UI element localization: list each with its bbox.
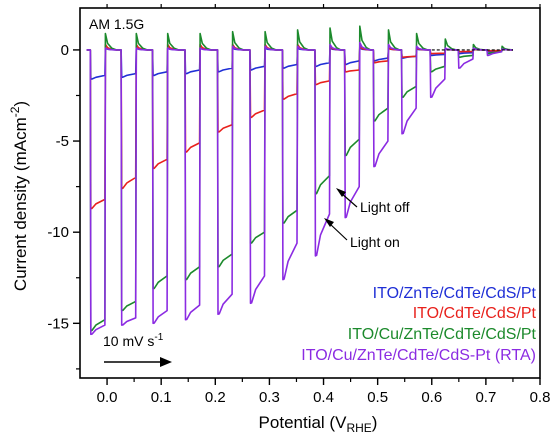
legend-entry-3: ITO/Cu/ZnTe/CdTe/CdS/Pt: [348, 326, 537, 343]
y-tick-label: -10: [47, 224, 69, 241]
light-off-arrow-shaft: [340, 192, 358, 208]
x-tick-label: 0.2: [205, 389, 226, 406]
x-axis-title-close: ): [372, 413, 378, 432]
series-line-1: [86, 47, 513, 80]
series-line-4: [86, 41, 513, 336]
y-axis-title-close: ): [11, 101, 30, 107]
x-tick-label: 0.3: [259, 389, 280, 406]
y-axis-title-superscript: -2: [8, 106, 22, 117]
legend-entry-2: ITO/CdTe/CdS/Pt: [413, 305, 537, 322]
light-off-label: Light off: [360, 199, 410, 215]
light-on-arrow-shaft: [328, 222, 348, 241]
x-tick-label: 0.0: [97, 389, 118, 406]
scan-rate-label: 10 mV s-1: [103, 332, 164, 349]
scan-rate-text: 10 mV s: [103, 333, 154, 349]
y-tick-label: -5: [56, 133, 69, 150]
light-on-label: Light on: [350, 234, 400, 250]
x-tick-label: 0.7: [475, 389, 496, 406]
x-axis-title-subscript: RHE: [346, 421, 371, 435]
axes-layer: [79, 7, 541, 379]
light-off-arrow-head: [336, 188, 346, 197]
y-axis-title-main: Current density (mAcm: [11, 117, 30, 291]
illumination-label: AM 1.5G: [89, 16, 144, 32]
x-tick-label: 0.6: [421, 389, 442, 406]
y-tick-label: 0: [61, 42, 69, 59]
y-axis-title: Current density (mAcm-2): [8, 101, 30, 291]
x-tick-label: 0.4: [313, 389, 334, 406]
light-on-arrow-head: [324, 218, 334, 227]
x-tick-label: 0.5: [367, 389, 388, 406]
series-line-2: [86, 43, 513, 210]
legend: ITO/ZnTe/CdTe/CdS/Pt ITO/CdTe/CdS/Pt ITO…: [301, 285, 536, 364]
plot-frame: [79, 7, 541, 379]
legend-entry-1: ITO/ZnTe/CdTe/CdS/Pt: [373, 285, 537, 302]
ticks-layer: 0.0 0.1 0.2 0.3 0.4 0.5 0.6 0.7 0.8 0 -5 -10 -15: [47, 4, 550, 406]
y-tick-label: -15: [47, 315, 69, 332]
x-tick-label: 0.1: [151, 389, 172, 406]
x-axis-title: Potential (VRHE): [259, 413, 378, 435]
series-layer: [86, 25, 513, 336]
scan-rate-superscript: -1: [154, 332, 163, 343]
legend-entry-4: ITO/Cu/ZnTe/CdTe/CdS-Pt (RTA): [301, 347, 536, 364]
x-tick-label: 0.8: [530, 389, 551, 406]
scan-direction-arrow-head: [160, 357, 172, 367]
x-axis-title-main: Potential (V: [259, 413, 348, 432]
